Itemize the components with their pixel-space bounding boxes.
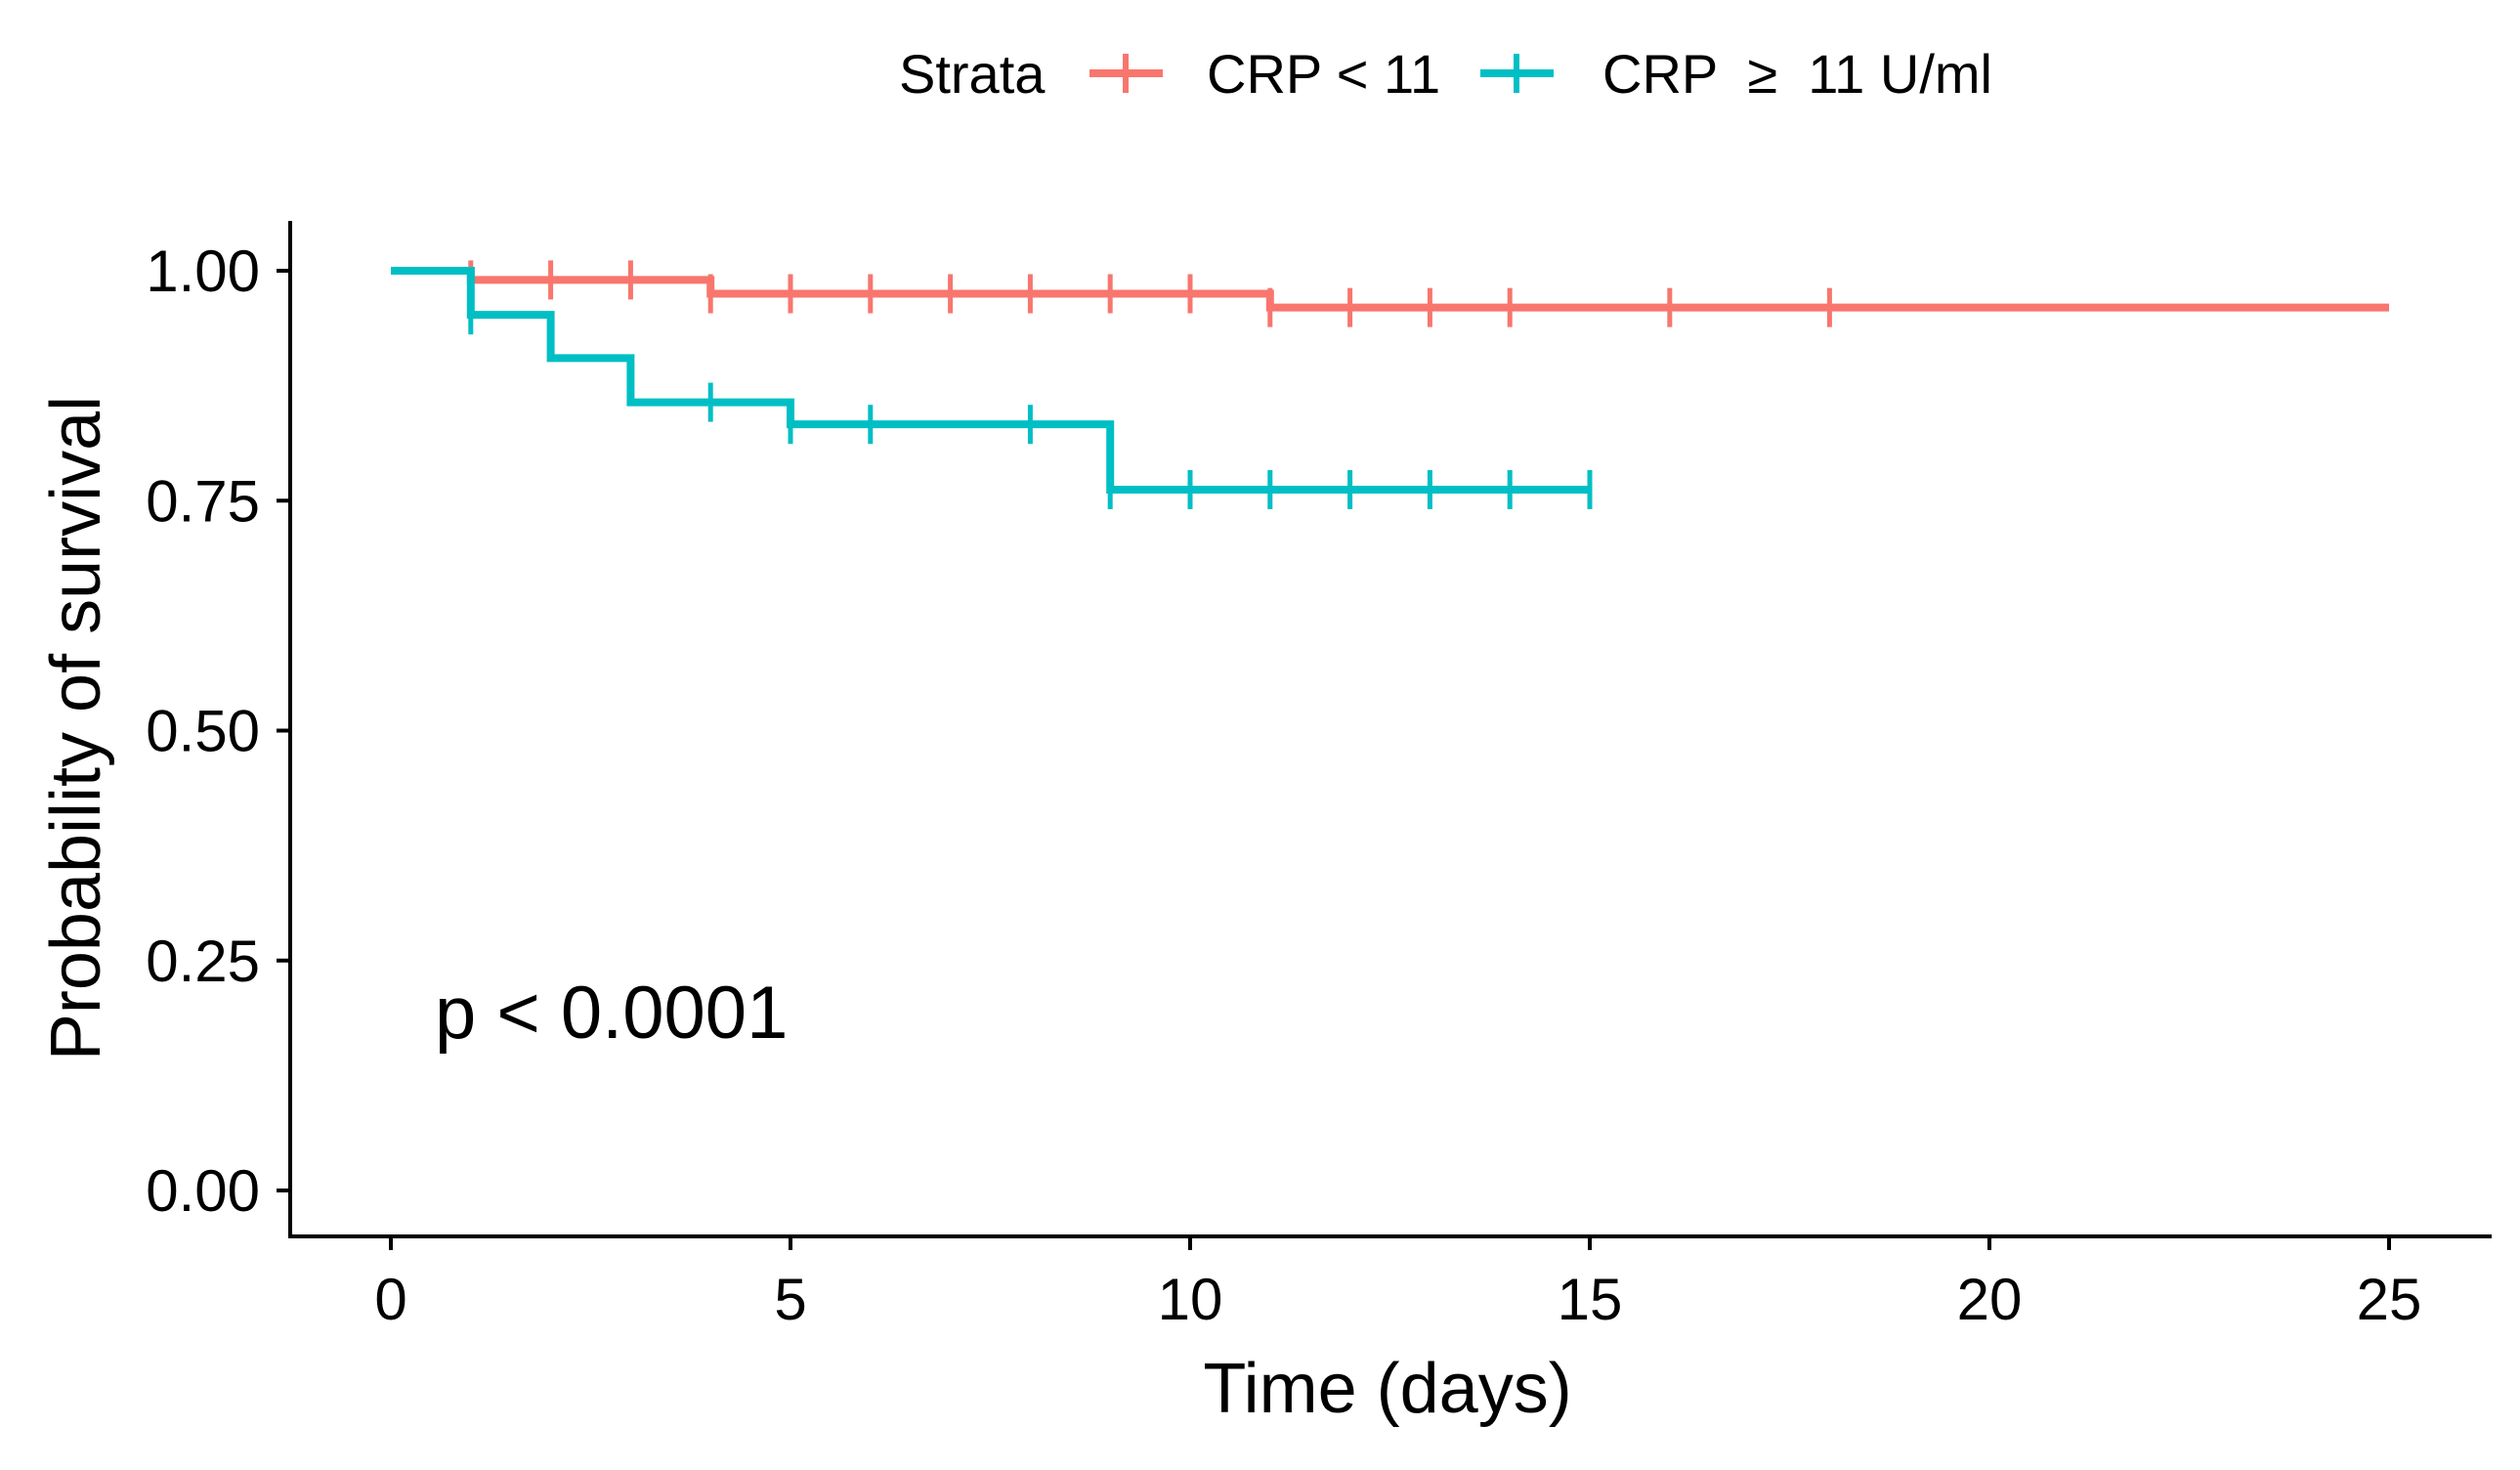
- y-ticks: 0.00 0.25 0.50 0.75 1.00: [146, 238, 290, 1224]
- y-tick-label: 0.00: [146, 1158, 260, 1224]
- x-tick-label: 15: [1558, 1267, 1623, 1332]
- series-1-step-line: [391, 267, 2389, 312]
- y-tick-label: 1.00: [146, 238, 260, 304]
- y-tick-label: 0.75: [146, 468, 260, 534]
- legend-label-1: CRP < 11: [1207, 43, 1440, 105]
- x-tick-label: 20: [1957, 1267, 2023, 1332]
- series-2: [391, 267, 1593, 509]
- x-ticks: 0 5 10 15 20 25: [374, 1236, 2421, 1332]
- legend: Strata CRP < 11 CRP ≥ 11 U/ml: [899, 43, 1992, 105]
- x-tick-label: 5: [774, 1267, 806, 1332]
- y-axis-title: Probability of survival: [37, 396, 115, 1060]
- series-layer: [391, 260, 2389, 509]
- y-tick-label: 0.25: [146, 929, 260, 994]
- series-1: [391, 260, 2389, 327]
- x-axis-title: Time (days): [1203, 1350, 1571, 1428]
- x-tick-label: 0: [374, 1267, 406, 1332]
- series-2-step-line: [391, 267, 1590, 494]
- x-tick-label: 10: [1158, 1267, 1223, 1332]
- legend-label-2: CRP ≥ 11 U/ml: [1602, 43, 1992, 105]
- p-value-annotation: p < 0.0001: [435, 972, 788, 1055]
- x-tick-label: 25: [2357, 1267, 2422, 1332]
- y-tick-label: 0.50: [146, 699, 260, 764]
- legend-title: Strata: [899, 43, 1046, 105]
